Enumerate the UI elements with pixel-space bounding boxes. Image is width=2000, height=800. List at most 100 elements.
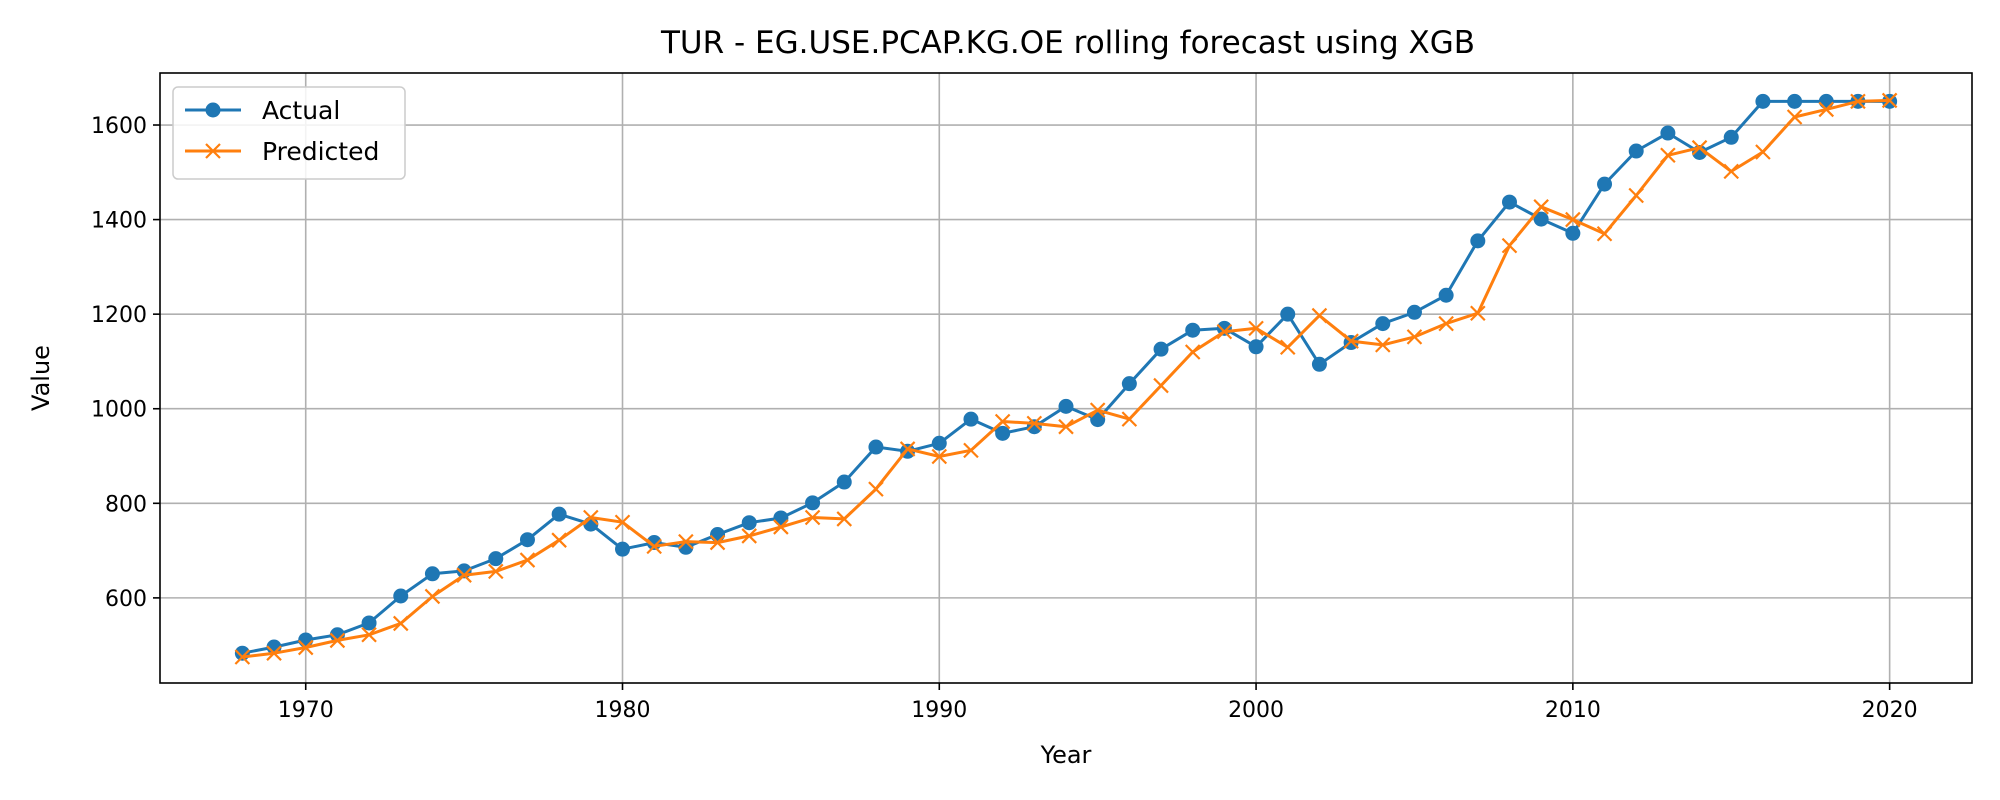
predicted-point — [804, 509, 821, 526]
actual-point — [488, 551, 504, 567]
predicted-point — [1216, 323, 1233, 340]
predicted-point — [1121, 411, 1138, 427]
actual-point — [1248, 339, 1264, 355]
predicted-point — [963, 442, 979, 459]
legend-predicted-label: Predicted — [262, 137, 379, 166]
predicted-point — [1438, 315, 1454, 332]
x-tick-label: 1980 — [595, 698, 651, 723]
predicted-point — [1881, 92, 1898, 109]
actual-point — [1597, 176, 1613, 192]
predicted-point — [614, 514, 631, 531]
y-tick-label: 1400 — [91, 209, 147, 234]
legend-actual-label: Actual — [262, 96, 340, 125]
predicted-point — [931, 448, 948, 465]
predicted-point — [583, 509, 599, 526]
legend: Actual Predicted — [172, 86, 406, 180]
predicted-point — [1089, 402, 1106, 418]
actual-point — [1185, 322, 1201, 338]
predicted-point — [1755, 144, 1771, 160]
y-tick-label: 600 — [105, 587, 147, 612]
y-axis-label: Value — [27, 345, 55, 411]
predicted-point — [1850, 93, 1866, 110]
x-axis-label: Year — [1040, 741, 1092, 769]
predicted-point — [836, 511, 853, 527]
actual-point — [741, 515, 757, 531]
predicted-point — [234, 649, 251, 665]
predicted-point — [1058, 418, 1074, 435]
plot-area-frame — [159, 72, 1973, 684]
predicted-point — [1691, 139, 1708, 156]
predicted-point — [1248, 320, 1264, 337]
actual-point — [931, 435, 947, 451]
y-tick-label: 1600 — [91, 114, 147, 139]
predicted-point — [646, 538, 662, 555]
actual-point — [1660, 125, 1676, 141]
predicted-point — [1375, 337, 1391, 353]
y-tick-label: 1200 — [91, 303, 147, 328]
predicted-point — [329, 632, 346, 649]
actual-point — [1121, 376, 1137, 392]
actual-point — [995, 425, 1011, 441]
actual-point — [1787, 93, 1803, 109]
actual-point — [1058, 398, 1074, 414]
actual-point — [1470, 233, 1486, 249]
predicted-point — [899, 441, 916, 457]
actual-point — [1755, 93, 1771, 109]
predicted-point — [1153, 377, 1169, 394]
predicted-point — [1311, 307, 1328, 324]
x-tick-label: 1970 — [278, 698, 334, 723]
actual-point — [551, 506, 567, 522]
actual-point — [424, 566, 440, 582]
actual-point — [361, 615, 377, 631]
x-tick-label: 1990 — [911, 698, 967, 723]
predicted-point — [1596, 225, 1613, 242]
actual-point — [1438, 287, 1454, 303]
predicted-point — [1343, 333, 1359, 349]
predicted-point — [678, 533, 694, 550]
predicted-point — [1501, 237, 1518, 254]
predicted-point — [1786, 109, 1803, 125]
predicted-point — [361, 626, 377, 643]
actual-point — [710, 527, 726, 543]
actual-point — [1501, 194, 1517, 210]
grid-lines — [160, 73, 1972, 683]
actual-point — [963, 411, 979, 427]
actual-point — [1280, 306, 1296, 322]
actual-point — [1375, 316, 1391, 332]
predicted-point — [868, 481, 884, 497]
predicted-point — [297, 639, 314, 656]
actual-point — [805, 495, 821, 511]
predicted-point — [456, 567, 472, 583]
predicted-point — [1628, 187, 1644, 204]
predicted-point — [1184, 344, 1201, 360]
axis-ticks: 1970 1980 1990 2000 2010 2020 600 800 1000 1200 14… — [91, 114, 1918, 723]
actual-point — [1628, 143, 1644, 159]
series-predicted — [234, 92, 1898, 665]
actual-point — [868, 439, 884, 455]
predicted-point — [709, 534, 726, 551]
actual-point — [836, 474, 852, 490]
actual-point — [1026, 419, 1042, 435]
series-layer — [234, 92, 1898, 665]
predicted-point — [1279, 339, 1296, 356]
actual-point — [519, 532, 535, 548]
predicted-point — [1565, 211, 1581, 228]
predicted-point — [392, 615, 409, 632]
predicted-point — [266, 645, 282, 661]
predicted-point — [773, 519, 789, 535]
legend-actual-marker — [205, 102, 221, 118]
predicted-point — [551, 532, 567, 548]
actual-point — [1565, 225, 1581, 241]
predicted-point — [1660, 147, 1676, 164]
x-tick-label: 2020 — [1862, 698, 1918, 723]
predicted-point — [488, 563, 504, 580]
actual-point — [1533, 211, 1549, 227]
predicted-point — [1723, 163, 1740, 180]
predicted-point — [1533, 199, 1549, 215]
predicted-point — [1026, 415, 1043, 432]
predicted-point — [994, 413, 1011, 430]
actual-point — [1311, 356, 1327, 372]
x-tick-label: 2000 — [1228, 698, 1284, 723]
actual-point — [1153, 341, 1169, 357]
